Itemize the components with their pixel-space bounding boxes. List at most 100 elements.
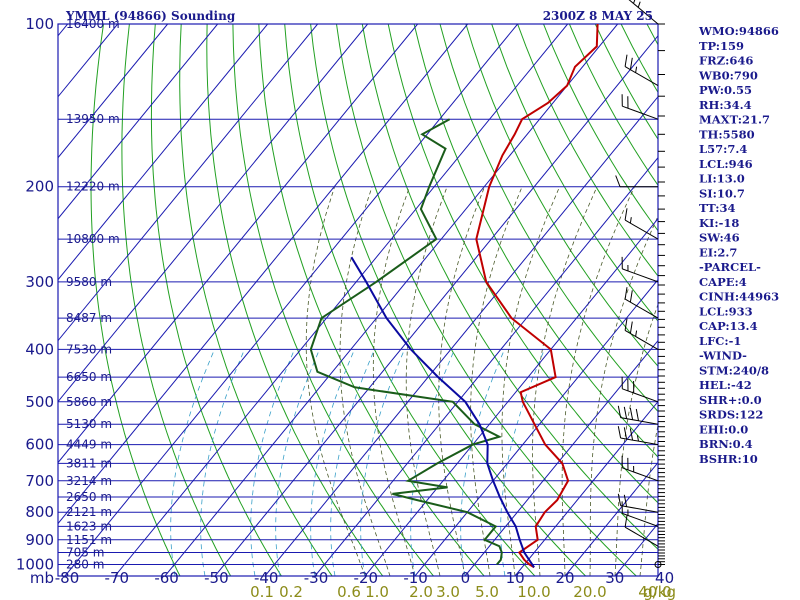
mixing-ratio-label: 40.0: [638, 583, 671, 600]
wind-barb: [617, 493, 659, 513]
mixing-ratio-label: 20.0: [573, 583, 606, 600]
stability-index: L57:7.4: [699, 142, 747, 156]
stability-index: CAP:13.4: [699, 319, 758, 333]
height-label: 3214 m: [66, 474, 112, 488]
height-label: 10800 m: [66, 232, 120, 246]
isotherm: [58, 24, 469, 525]
stability-index: SI:10.7: [699, 186, 745, 200]
stability-index: KI:-18: [699, 216, 739, 230]
wind-barb: [615, 175, 658, 188]
temperature-tick-label: -50: [204, 569, 229, 587]
temperature-tick-label: 30: [605, 569, 624, 587]
isotherm: [514, 400, 658, 576]
dry-adiabat: [121, 24, 232, 576]
pressure-tick-label: 600: [25, 436, 54, 454]
mixing-ratio-label: 1.0: [365, 583, 389, 600]
mixing-ratio-label: 0.1: [250, 583, 274, 600]
isotherm: [58, 24, 319, 342]
sounding-traces: [309, 24, 599, 569]
wind-barb: [621, 501, 659, 527]
dry-adiabat: [336, 24, 637, 576]
moist-adiabat: [589, 215, 658, 576]
height-label: 5130 m: [66, 417, 112, 431]
wind-barb: [621, 256, 659, 283]
mixing-ratio-line: [330, 349, 375, 576]
pressure-tick-label: 800: [25, 503, 54, 521]
stability-indices-panel: WMO:94866TP:159FRZ:646WB0:790PW:0.55RH:3…: [698, 24, 779, 466]
moist-adiabat: [639, 423, 658, 576]
isotherm: [58, 24, 419, 464]
mixing-ratio-label: 2.0: [409, 583, 433, 600]
height-label: 8487 m: [66, 311, 112, 325]
dry-adiabat: [310, 24, 586, 576]
height-label: 2121 m: [66, 505, 112, 519]
moist-adiabat: [614, 303, 658, 576]
temperature-tick-label: -80: [55, 569, 80, 587]
dry-adiabat: [517, 24, 658, 277]
wind-barb: [628, 0, 659, 25]
stability-index: STM:240/8: [699, 363, 769, 377]
stability-index: TH:5580: [699, 127, 755, 141]
stability-index: WMO:94866: [698, 24, 779, 38]
temperature-tick-label: -70: [105, 569, 130, 587]
mixing-ratio-label: 10.0: [517, 583, 550, 600]
mixing-ratio-unit: g/kg: [643, 583, 676, 600]
stability-index: LCL:946: [699, 157, 753, 171]
moist-adiabat: [405, 186, 448, 576]
sounding-trace: [475, 24, 599, 569]
temperature-tick-label: 10: [506, 569, 525, 587]
stability-index: SW:46: [699, 231, 740, 245]
dry-adiabat: [90, 24, 181, 576]
wind-barb: [617, 426, 659, 446]
mixing-ratio-line: [170, 349, 215, 576]
height-label: 1623 m: [66, 519, 112, 533]
wind-barb: [624, 515, 659, 547]
isotherm: [58, 24, 169, 159]
stability-index: LFC:-1: [699, 334, 741, 348]
dry-adiabat: [206, 24, 384, 576]
moist-adiabat: [339, 186, 391, 576]
temperature-tick-label: -10: [403, 569, 428, 587]
mixing-ratio-label: 0.6: [337, 583, 361, 600]
stability-index: LCL:933: [699, 304, 753, 318]
stability-index: EHI:0.0: [699, 422, 748, 436]
height-label: 1151 m: [66, 533, 112, 547]
pressure-unit-label: mb: [30, 569, 54, 587]
chart-datetime: 2300Z 8 MAY 25: [543, 9, 653, 23]
wind-barb: [624, 318, 659, 350]
stability-index: PW:0.55: [699, 83, 752, 97]
temperature-tick-label: 40: [655, 569, 674, 587]
wind-barb: [617, 405, 659, 425]
isotherm: [214, 34, 658, 576]
wind-barb: [621, 455, 659, 482]
isotherm: [464, 339, 658, 576]
stability-index: TT:34: [699, 201, 736, 215]
isotherm: [58, 24, 369, 403]
wind-barb: [624, 287, 659, 319]
isotherm: [364, 217, 658, 576]
height-label: 9580 m: [66, 275, 112, 289]
dry-adiabat: [179, 24, 333, 576]
mixing-ratio-lines: [170, 349, 545, 576]
temperature-tick-label: -40: [254, 569, 279, 587]
temperature-tick-label: -60: [154, 569, 179, 587]
dry-adiabat: [439, 24, 658, 413]
pressure-tick-label: 500: [25, 393, 54, 411]
pressure-tick-label: 700: [25, 472, 54, 490]
stability-index: -PARCEL-: [699, 260, 761, 274]
temperature-tick-label: 20: [555, 569, 574, 587]
sounding-trace: [350, 256, 535, 568]
moist-adiabat: [501, 186, 560, 576]
wind-barb: [621, 94, 659, 120]
stability-index: CINH:44963: [699, 290, 779, 304]
stability-index: BSHR:10: [699, 452, 758, 466]
moist-adiabats: [305, 186, 658, 576]
isotherm: [564, 461, 658, 576]
wind-barb: [654, 561, 662, 568]
pressure-tick-label: 300: [25, 273, 54, 291]
dry-adiabat: [491, 24, 658, 322]
mixing-ratio-line: [360, 349, 405, 576]
